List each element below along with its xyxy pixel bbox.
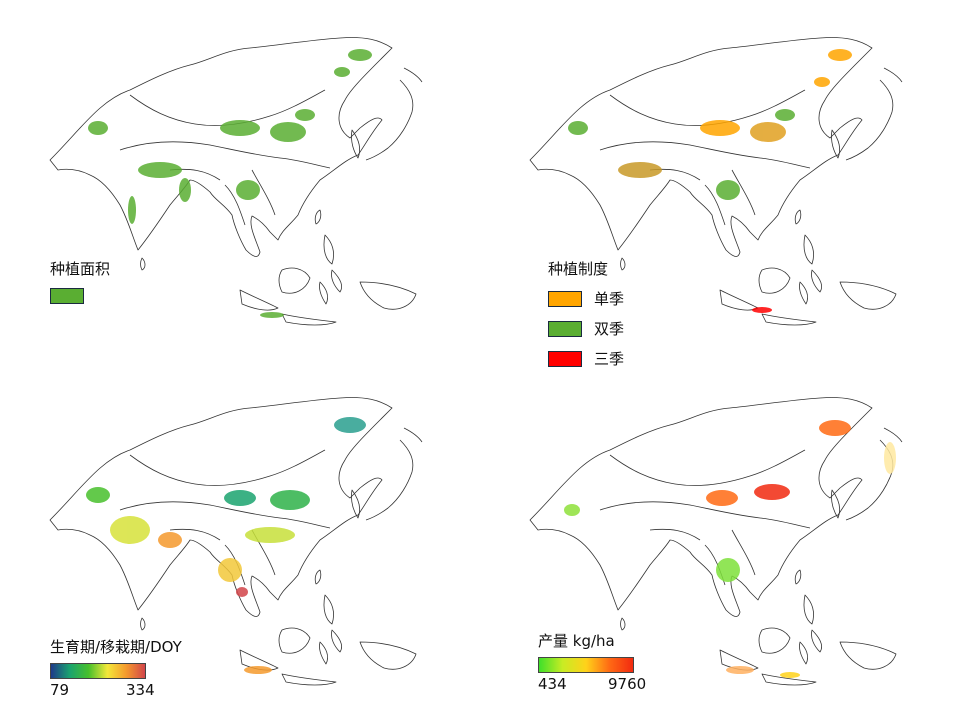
legend-cropping-system: 种植制度 单季 双季 三季 xyxy=(548,258,624,369)
legend-title: 种植制度 xyxy=(548,260,609,278)
legend-item-double: 双季 xyxy=(548,318,624,339)
colorbar-min-label: 79 xyxy=(50,681,70,699)
legend-item-area xyxy=(50,288,110,304)
colorbar-labels: 79 334 xyxy=(50,679,170,699)
legend-swatch-triple xyxy=(548,350,582,367)
legend-title: 产量 kg/ha xyxy=(538,632,615,650)
map-yield xyxy=(529,397,903,686)
colorbar-doy xyxy=(50,663,146,679)
colorbar-min-label: 434 xyxy=(538,675,567,693)
map-growth-period xyxy=(49,397,423,686)
panel-cropping-system: 种植制度 单季 双季 三季 xyxy=(500,20,940,368)
panel-planting-area: 种植面积 xyxy=(20,20,460,350)
legend-swatch-single xyxy=(548,290,582,307)
legend-label-triple: 三季 xyxy=(594,350,625,368)
legend-growth-period: 生育期/移栽期/DOY 79 334 xyxy=(50,636,182,699)
legend-planting-area: 种植面积 xyxy=(50,258,110,304)
legend-swatch-area xyxy=(50,288,84,304)
legend-label-single: 单季 xyxy=(594,290,625,308)
colorbar-max-label: 9760 xyxy=(608,675,647,693)
legend-item-triple: 三季 xyxy=(548,348,624,369)
colorbar-yield xyxy=(538,657,634,673)
map-planting-area xyxy=(49,37,423,326)
legend-swatch-double xyxy=(548,320,582,337)
colorbar-labels: 434 9760 xyxy=(538,673,658,693)
legend-title: 种植面积 xyxy=(50,260,111,278)
legend-item-single: 单季 xyxy=(548,288,624,309)
panel-growth-period: 生育期/移栽期/DOY 79 334 xyxy=(20,380,460,710)
map-cropping-system xyxy=(529,37,903,326)
legend-title: 生育期/移栽期/DOY xyxy=(50,638,182,656)
panel-yield: 产量 kg/ha 434 9760 xyxy=(500,380,940,710)
legend-label-double: 双季 xyxy=(594,320,625,338)
legend-yield: 产量 kg/ha 434 9760 xyxy=(538,630,658,693)
colorbar-max-label: 334 xyxy=(126,681,155,699)
